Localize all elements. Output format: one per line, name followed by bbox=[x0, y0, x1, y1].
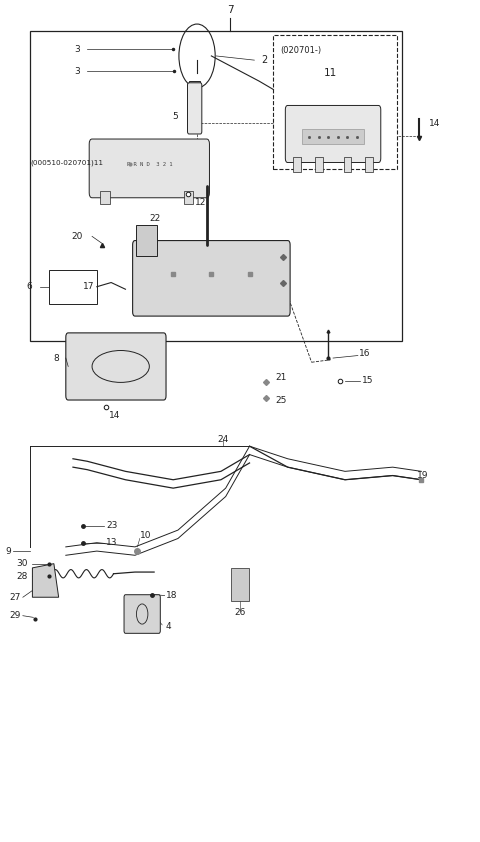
FancyBboxPatch shape bbox=[132, 241, 290, 316]
Text: 12: 12 bbox=[195, 199, 206, 207]
Text: 26: 26 bbox=[234, 608, 246, 617]
Polygon shape bbox=[33, 563, 59, 597]
Text: 16: 16 bbox=[360, 349, 371, 359]
Text: 30: 30 bbox=[16, 559, 28, 568]
FancyBboxPatch shape bbox=[285, 105, 381, 163]
Text: 21: 21 bbox=[276, 373, 287, 382]
Text: 13: 13 bbox=[107, 538, 118, 547]
Bar bbox=[49, 270, 97, 303]
Text: (020701-): (020701-) bbox=[281, 45, 322, 55]
Text: 5: 5 bbox=[172, 112, 178, 121]
Text: 15: 15 bbox=[362, 376, 373, 386]
Bar bbox=[189, 81, 200, 94]
Bar bbox=[365, 157, 372, 172]
Text: 11: 11 bbox=[324, 67, 337, 77]
Text: 25: 25 bbox=[276, 397, 287, 405]
Bar bbox=[315, 157, 323, 172]
Text: 8: 8 bbox=[53, 354, 59, 363]
Text: P R N D  3 2 1: P R N D 3 2 1 bbox=[127, 162, 172, 167]
Text: 24: 24 bbox=[217, 435, 229, 444]
FancyBboxPatch shape bbox=[188, 83, 202, 134]
Bar bbox=[274, 35, 397, 169]
Text: 28: 28 bbox=[16, 572, 28, 581]
Bar bbox=[231, 568, 249, 601]
Text: 6: 6 bbox=[27, 282, 33, 291]
Bar bbox=[344, 157, 351, 172]
Text: 19: 19 bbox=[417, 471, 428, 480]
Text: 14: 14 bbox=[429, 119, 440, 128]
Bar bbox=[136, 226, 157, 256]
Text: 7: 7 bbox=[227, 5, 234, 15]
Text: 29: 29 bbox=[9, 611, 21, 621]
FancyBboxPatch shape bbox=[124, 594, 160, 633]
Bar bbox=[100, 191, 110, 205]
Text: 2: 2 bbox=[262, 55, 268, 65]
Text: 27: 27 bbox=[9, 593, 21, 602]
Text: 22: 22 bbox=[149, 214, 161, 223]
Text: 4: 4 bbox=[166, 622, 172, 632]
Text: 17: 17 bbox=[83, 282, 94, 291]
Text: 18: 18 bbox=[166, 591, 178, 600]
FancyBboxPatch shape bbox=[89, 139, 209, 198]
Text: 20: 20 bbox=[71, 232, 83, 241]
Text: 1: 1 bbox=[192, 104, 198, 114]
Text: 23: 23 bbox=[107, 521, 118, 530]
Text: 10: 10 bbox=[140, 531, 151, 541]
Text: 14: 14 bbox=[109, 411, 120, 419]
Text: 9: 9 bbox=[5, 546, 11, 556]
Bar bbox=[302, 129, 364, 144]
Text: 3: 3 bbox=[74, 45, 80, 54]
Text: (000510-020701)11: (000510-020701)11 bbox=[30, 159, 103, 166]
FancyBboxPatch shape bbox=[66, 333, 166, 400]
Bar bbox=[184, 191, 193, 205]
Bar bbox=[293, 157, 301, 172]
Bar bbox=[30, 31, 402, 341]
Text: 3: 3 bbox=[74, 67, 80, 76]
